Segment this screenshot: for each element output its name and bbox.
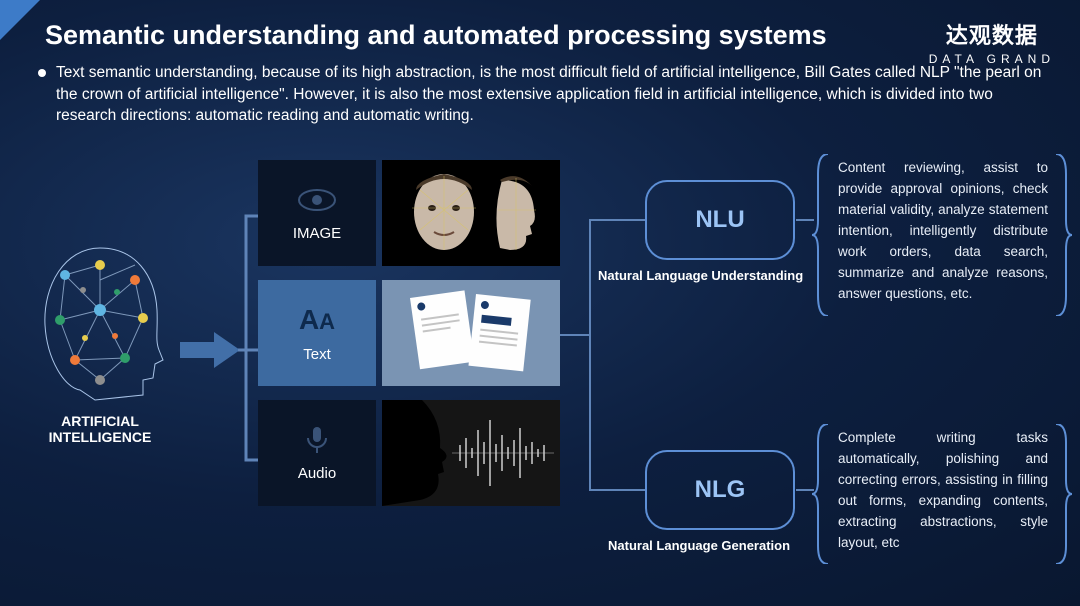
nlg-box: NLG [645,450,795,530]
main-arrow-icon [180,332,240,368]
image-label: IMAGE [293,225,341,242]
eye-icon [296,185,338,215]
bullet-icon [38,69,46,77]
nlg-caption: Natural Language Generation [608,538,790,553]
sample-column [382,160,560,520]
accent-triangle [0,0,40,40]
slide-title: Semantic understanding and automated pro… [45,20,827,51]
brand-logo: 达观数据 DATA GRAND [929,18,1055,66]
text-split-lines [560,210,650,500]
nlu-box: NLU [645,180,795,260]
audio-label: Audio [298,465,336,482]
nlu-to-brace-line [796,219,814,221]
nlu-caption: Natural Language Understanding [598,268,803,283]
text-modality-box: AA Text [258,280,376,386]
diagram-area: ARTIFICIAL INTELLIGENCE IMAGE AA Text Au… [0,150,1080,606]
nlu-close-brace-icon [1052,154,1072,316]
nlg-description: Complete writing tasks automatically, po… [838,428,1048,554]
nlg-to-brace-line [796,489,814,491]
ai-label: ARTIFICIAL INTELLIGENCE [20,413,180,445]
microphone-icon [296,425,338,455]
ai-column: ARTIFICIAL INTELLIGENCE [20,240,180,445]
ai-network-head-icon [25,240,175,405]
nlg-close-brace-icon [1052,424,1072,564]
audio-modality-box: Audio [258,400,376,506]
nlg-brace-icon [812,424,832,564]
logo-cn: 达观数据 [929,18,1055,50]
text-aa-icon: AA [299,304,335,336]
document-sample [382,280,560,386]
voice-sample [382,400,560,506]
text-label: Text [303,346,331,363]
image-modality-box: IMAGE [258,160,376,266]
intro-paragraph: Text semantic understanding, because of … [38,62,1055,127]
face-sample [382,160,560,266]
modality-column: IMAGE AA Text Audio [258,160,376,520]
nlu-description: Content reviewing, assist to provide app… [838,158,1048,304]
nlu-brace-icon [812,154,832,316]
intro-text: Text semantic understanding, because of … [56,62,1055,127]
